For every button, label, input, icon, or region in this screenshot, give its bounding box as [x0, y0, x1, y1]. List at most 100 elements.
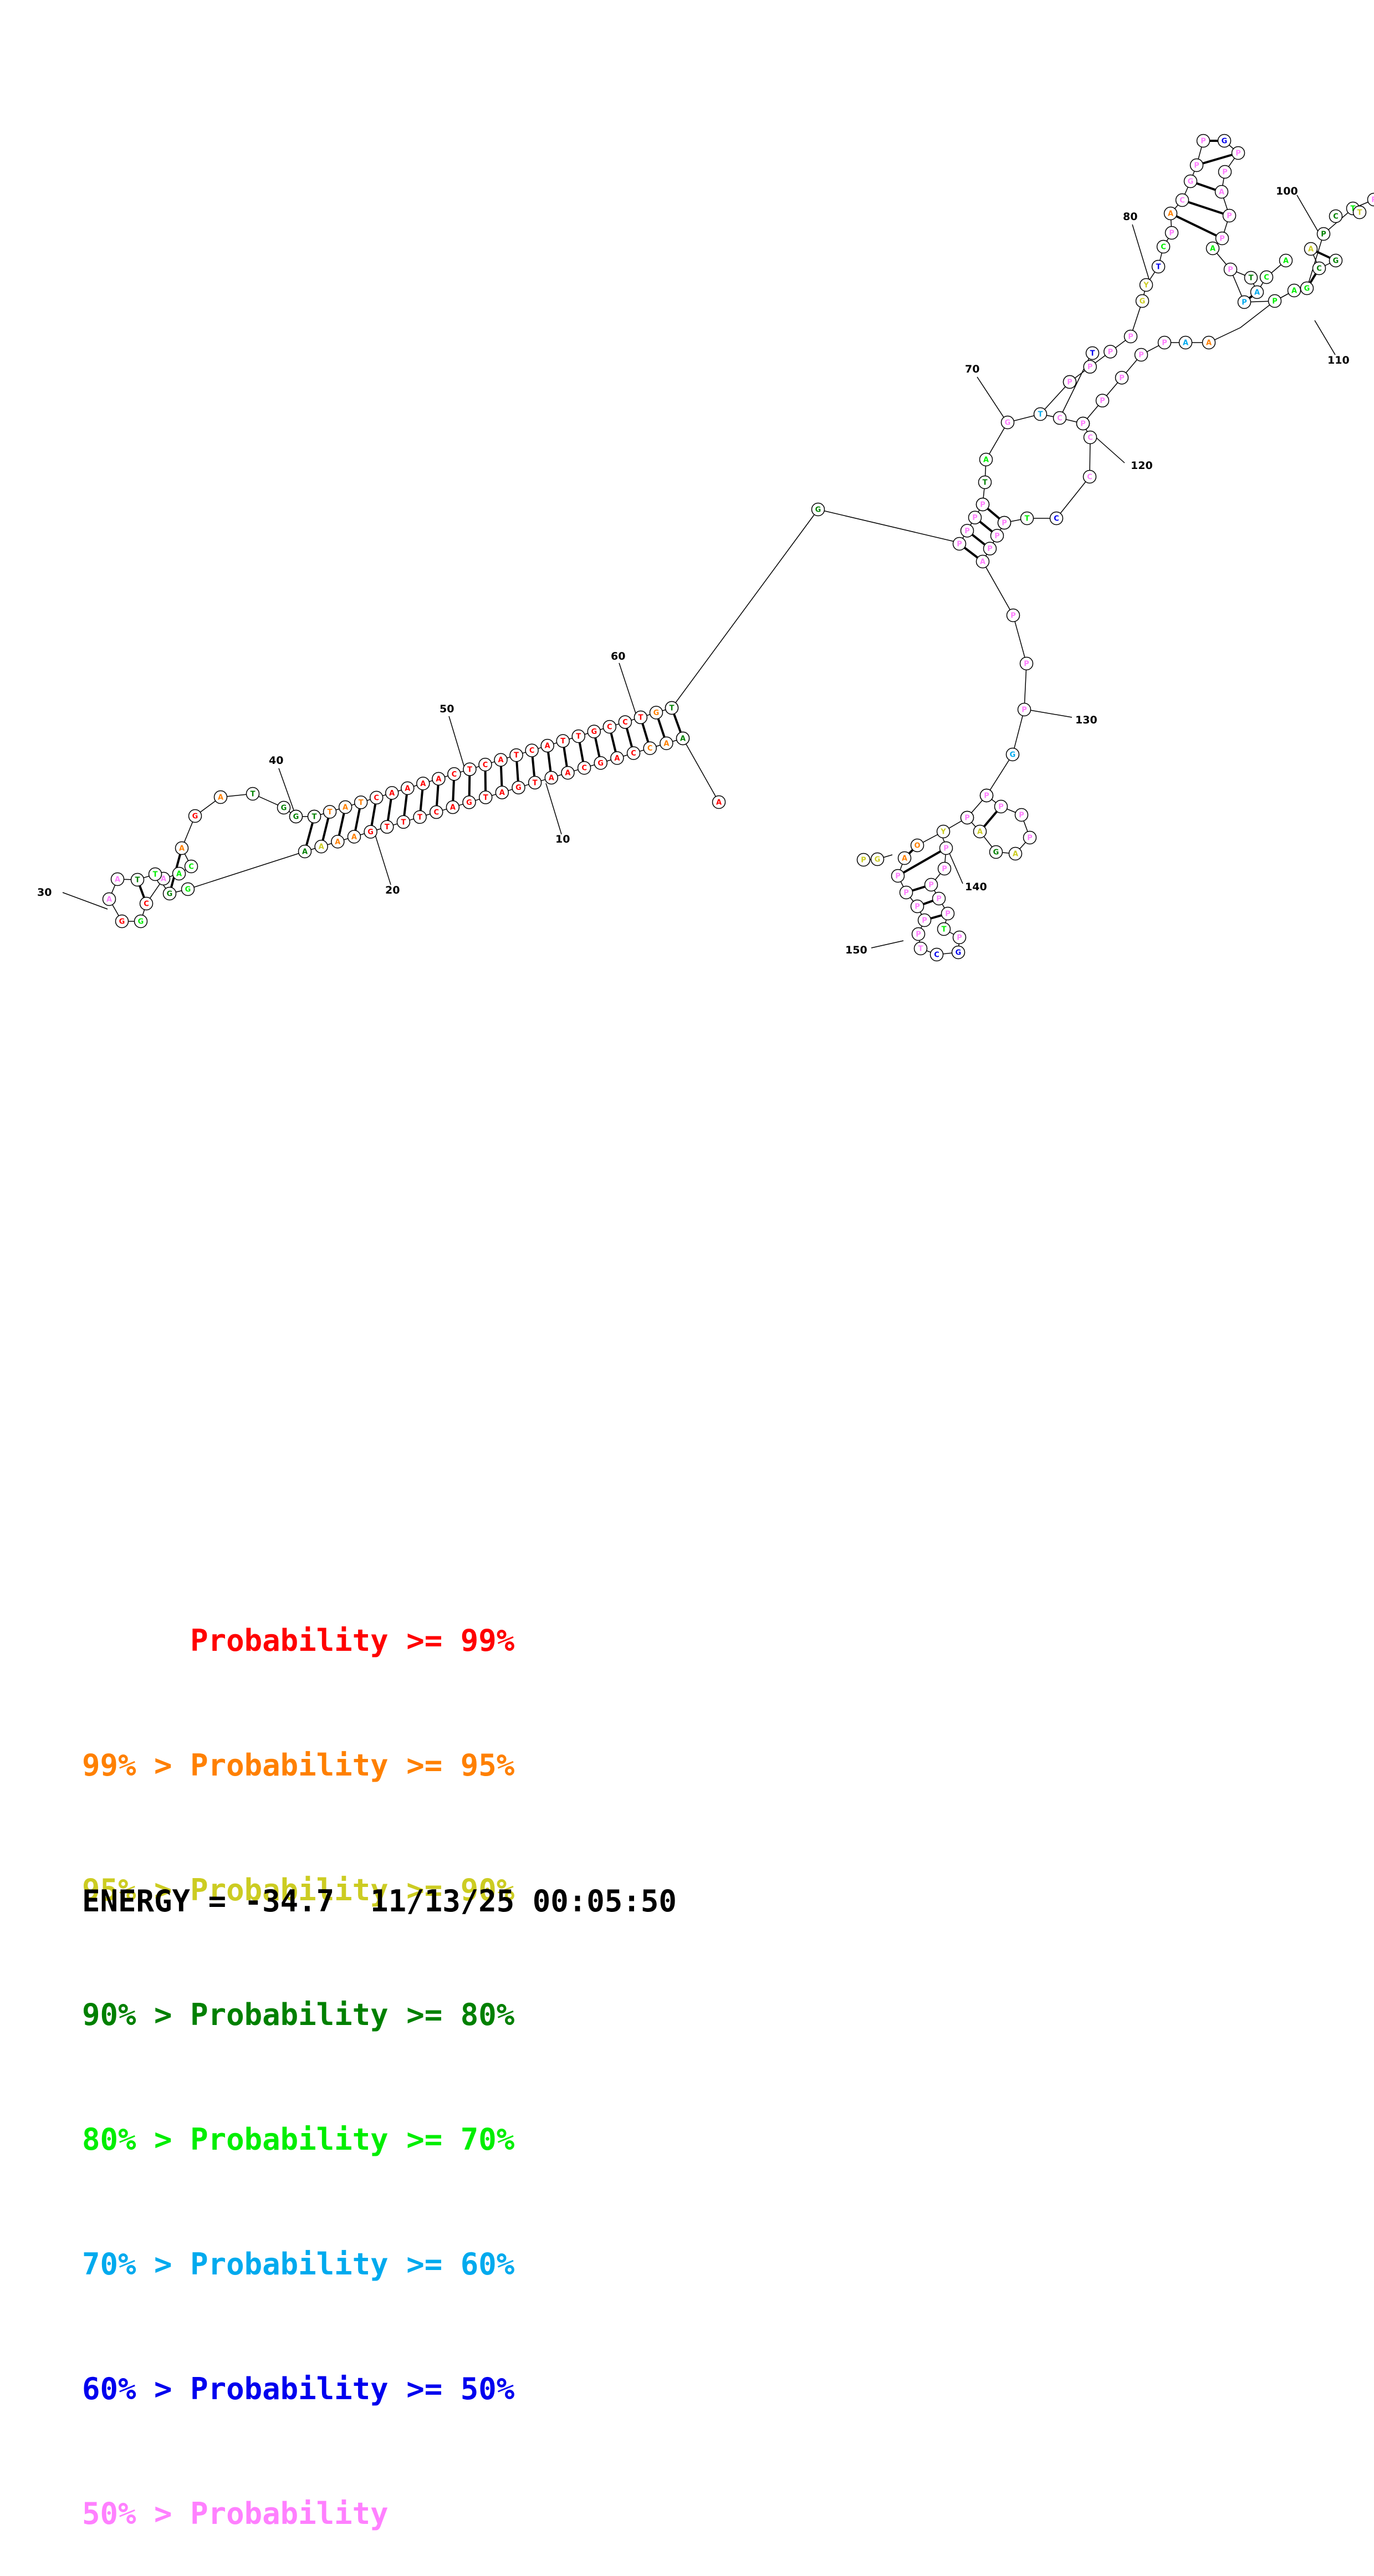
nucleotide: C — [578, 762, 591, 774]
position-label: 110 — [1327, 354, 1350, 366]
nucleotide-letter: A — [1254, 289, 1260, 297]
nucleotide-letter: P — [964, 814, 970, 823]
nucleotide-letter: C — [452, 771, 457, 779]
nucleotide: A — [1280, 254, 1293, 267]
nucleotide-letter: A — [549, 774, 554, 782]
nucleotide: T — [308, 810, 321, 823]
nucleotide-letter: P — [984, 792, 989, 800]
nucleotide: G — [1002, 416, 1014, 429]
nucleotide-letter: A — [343, 803, 348, 812]
nucleotide-letter: P — [972, 514, 978, 522]
position-label: 140 — [965, 881, 987, 893]
nucleotide-letter: T — [1025, 515, 1030, 523]
nucleotide: A — [173, 868, 186, 880]
nucleotide-letter: A — [1308, 246, 1314, 254]
nucleotide-letter: G — [119, 918, 125, 926]
nucleotide: P — [940, 842, 953, 855]
nucleotide-letter: T — [560, 737, 565, 746]
nucleotide-letter: P — [928, 881, 934, 890]
nucleotide: A — [561, 767, 574, 779]
nucleotide: P — [1158, 336, 1171, 349]
nucleotide: G — [990, 846, 1003, 859]
nucleotide-letter: G — [293, 813, 299, 822]
legend-row: 60% > Probability >= 50% — [82, 2368, 514, 2410]
nucleotide: P — [961, 524, 974, 537]
legend-label: Probability >= 50% — [190, 2371, 514, 2406]
nucleotide-letter: A — [389, 789, 395, 798]
nucleotide-letter: C — [529, 747, 535, 755]
position-label: 150 — [845, 944, 867, 956]
nucleotide-letter: A — [614, 754, 620, 763]
nucleotides: GGTAGACAACGGAATTGGAGTTAGTCCCCCTTPPPPAPPP… — [103, 135, 1374, 961]
position-label: 60 — [611, 650, 625, 662]
nucleotide: A — [1305, 243, 1317, 256]
nucleotide: T — [1152, 261, 1165, 273]
nucleotide: G — [164, 887, 176, 900]
nucleotide-letter: P — [957, 934, 962, 942]
legend-prefix: 80% > — [82, 2122, 190, 2157]
nucleotide: P — [1007, 609, 1020, 622]
nucleotide-letter: T — [1357, 209, 1362, 217]
nucleotide: G — [364, 825, 377, 838]
nucleotide-letter: C — [374, 794, 379, 802]
legend-prefix: 90% > — [82, 1997, 190, 2032]
nucleotide: A — [432, 772, 445, 785]
nucleotide: C — [1313, 262, 1326, 275]
legend-prefix: 60% > — [82, 2371, 190, 2406]
nucleotide-letter: G — [956, 949, 962, 957]
nucleotide: G — [1218, 135, 1231, 147]
nucleotide: P — [1166, 227, 1178, 239]
nucleotide: G — [1184, 175, 1197, 188]
nucleotide-letter: Y — [940, 828, 946, 836]
nucleotide-letter: Y — [1143, 282, 1149, 290]
nucleotide-letter: G — [1188, 178, 1194, 186]
nucleotide: A — [541, 739, 554, 752]
nucleotide: A — [611, 752, 624, 764]
nucleotide-letter: T — [153, 871, 158, 879]
nucleotide: T — [510, 749, 523, 762]
nucleotide: P — [991, 529, 1004, 542]
nucleotide-letter: G — [875, 856, 881, 864]
nucleotide-letter: P — [1169, 229, 1174, 238]
nucleotide: T — [1086, 347, 1099, 360]
legend-label: Probability >= 80% — [190, 1997, 514, 2032]
nucleotide-letter: P — [1021, 706, 1027, 715]
nucleotide: C — [627, 747, 640, 759]
nucleotide: C — [1084, 471, 1096, 483]
nucleotide: P — [1064, 376, 1076, 389]
nucleotide: G — [278, 802, 290, 814]
nucleotide-letter: G — [138, 918, 144, 926]
nucleotide-letter: P — [1010, 612, 1016, 620]
nucleotide-letter: T — [385, 823, 390, 832]
nucleotide: A — [1179, 336, 1192, 349]
nucleotide: G — [1301, 282, 1314, 295]
nucleotide: C — [185, 860, 198, 873]
nucleotide: A — [496, 786, 508, 799]
nucleotide-letter: A — [450, 804, 456, 812]
nucleotide-letter: A — [302, 848, 308, 856]
nucleotide: A — [660, 737, 673, 749]
nucleotide-letter: C — [607, 723, 612, 732]
nucleotide-letter: P — [1227, 212, 1232, 221]
nucleotide-letter: T — [417, 813, 422, 822]
nucleotide: A — [299, 845, 311, 858]
nucleotide-letter: A — [983, 456, 989, 465]
nucleotide: P — [980, 789, 993, 802]
nucleotide-letter: P — [1371, 196, 1374, 205]
nucleotide: P — [1219, 166, 1232, 178]
nucleotide: A — [977, 555, 989, 568]
nucleotide: T — [131, 874, 144, 886]
nucleotide-letter: P — [1100, 397, 1105, 405]
nucleotide: A — [1009, 848, 1022, 860]
nucleotide: C — [1054, 412, 1066, 425]
nucleotide-letter: P — [903, 889, 909, 897]
legend-prefix: 70% > — [82, 2247, 190, 2282]
nucleotide-letter: G — [1140, 298, 1146, 306]
nucleotide: T — [572, 730, 585, 743]
nucleotide: P — [1116, 371, 1128, 384]
nucleotide: A — [980, 453, 993, 466]
nucleotide: A — [417, 777, 430, 790]
nucleotide-letter: A — [319, 843, 324, 851]
nucleotide: T — [381, 820, 394, 833]
nucleotide-letter: A — [1206, 339, 1212, 348]
